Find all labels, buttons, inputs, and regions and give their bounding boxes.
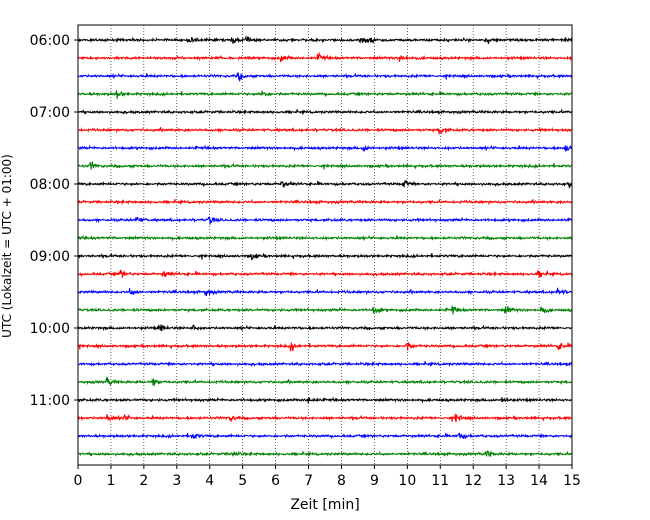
trace-1045 [77, 375, 573, 387]
y-axis-ticks: 06:00 07:00 08:00 09:00 10:00 11:00 [30, 33, 78, 409]
trace-1015 [77, 342, 573, 352]
trace-0745 [77, 161, 573, 170]
y-tick-label: 11:00 [30, 393, 70, 409]
y-tick-label: 08:00 [30, 177, 70, 193]
x-tick-label: 4 [205, 473, 214, 489]
x-tick-label: 15 [563, 473, 581, 489]
plot-frame [77, 24, 573, 466]
trace-0730 [77, 144, 573, 152]
trace-0830 [77, 216, 573, 225]
x-tick-label: 3 [172, 473, 181, 489]
trace-0715 [77, 126, 573, 135]
x-axis-ticks: 0 1 2 3 4 5 6 7 8 9 10 11 12 13 14 15 [74, 465, 581, 489]
y-axis-label: UTC (Lokalzeit = UTC + 01:00) [0, 154, 14, 338]
x-tick-label: 7 [304, 473, 313, 489]
x-tick-label: 10 [398, 473, 416, 489]
trace-0630 [77, 72, 573, 82]
x-tick-label: 2 [139, 473, 148, 489]
trace-0945 [77, 305, 573, 315]
y-tick-label: 06:00 [30, 33, 70, 49]
trace-0700 [77, 108, 573, 116]
x-axis-label: Zeit [min] [290, 497, 359, 513]
trace-0845 [77, 234, 573, 242]
trace-0815 [77, 198, 573, 206]
x-tick-label: 1 [106, 473, 115, 489]
trace-1000 [77, 324, 573, 332]
trace-0600 [77, 35, 573, 45]
x-tick-label: 14 [530, 473, 548, 489]
x-tick-label: 13 [497, 473, 515, 489]
y-tick-label: 09:00 [30, 249, 70, 265]
grid-lines [110, 25, 540, 465]
x-tick-label: 11 [431, 473, 449, 489]
trace-0800 [77, 179, 573, 189]
trace-0615 [77, 52, 573, 63]
trace-1030 [77, 360, 573, 368]
x-tick-label: 9 [370, 473, 379, 489]
y-tick-label: 07:00 [30, 105, 70, 121]
y-tick-label: 10:00 [30, 321, 70, 337]
trace-0915 [77, 269, 573, 278]
seismic-traces [77, 35, 573, 458]
trace-1100 [77, 396, 573, 404]
trace-1130 [77, 432, 573, 440]
trace-1145 [77, 450, 573, 458]
trace-0645 [77, 90, 573, 100]
x-tick-label: 6 [271, 473, 280, 489]
x-tick-label: 12 [464, 473, 482, 489]
trace-1115 [77, 413, 573, 423]
x-tick-label: 5 [238, 473, 247, 489]
trace-0930 [77, 287, 573, 297]
x-tick-label: 8 [337, 473, 346, 489]
trace-0900 [77, 252, 573, 261]
x-tick-label: 0 [74, 473, 83, 489]
